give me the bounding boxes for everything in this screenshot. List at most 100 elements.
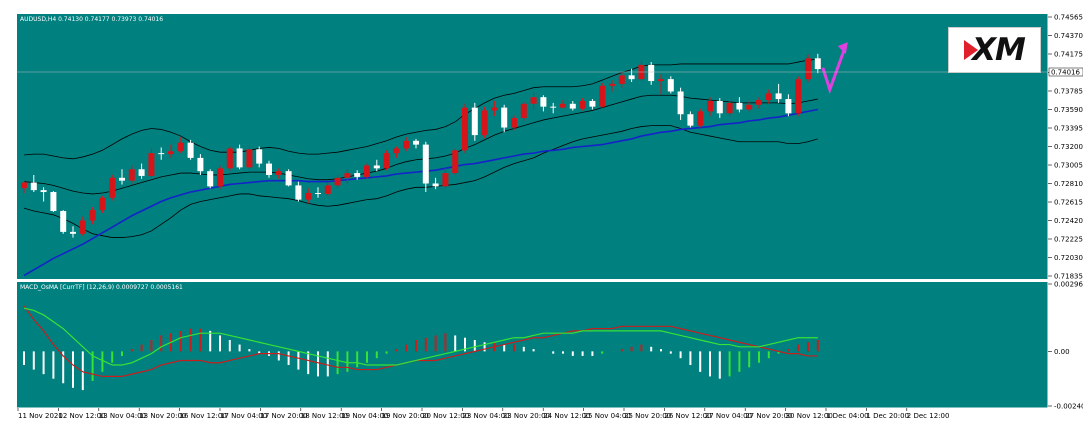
last-price-label: 0.74016 <box>1051 69 1080 77</box>
bull-candle-body <box>609 83 615 86</box>
time-tick-label: 17 Nov 04:00 <box>220 412 267 420</box>
bear-candle-body <box>814 58 821 70</box>
bull-candle-body <box>344 173 351 178</box>
time-tick-label: 23 Nov 20:00 <box>503 412 550 420</box>
price-axis: 0.745650.743700.741750.739800.737850.735… <box>1048 14 1083 281</box>
macd-line <box>23 305 818 378</box>
bull-candle-body <box>226 148 233 169</box>
time-tick-label: 11 Nov 2020 <box>18 412 63 420</box>
bollinger-middle-line <box>23 94 818 195</box>
macd-axis: 0.00296 0.00 -0.00240 <box>1048 281 1083 411</box>
bear-candle-body <box>677 91 684 115</box>
last-price-box <box>1048 67 1083 77</box>
bear-candle-body <box>785 99 792 114</box>
bull-candle-body <box>21 182 27 189</box>
macd-tick-label: 0.00296 <box>1054 281 1083 289</box>
macd-indicator <box>23 305 819 391</box>
time-tick-label: 24 Nov 12:00 <box>543 412 590 420</box>
bull-candle-body <box>579 100 586 109</box>
bear-candle-body <box>256 149 263 164</box>
bear-candle-body <box>628 75 635 80</box>
candlesticks <box>21 53 821 238</box>
xm-logo-text: XM <box>972 32 1026 68</box>
bull-candle-body <box>746 104 753 110</box>
bull-candle-body <box>99 197 106 211</box>
price-pane-background <box>17 14 1048 279</box>
bear-candle-body <box>569 103 576 109</box>
time-tick-label: 13 Nov 04:00 <box>99 412 146 420</box>
bear-candle-body <box>285 171 292 186</box>
bear-candle-body <box>501 107 508 128</box>
bull-candle-body <box>109 177 116 198</box>
bull-candle-body <box>530 97 537 104</box>
time-tick-label: 26 Nov 12:00 <box>664 412 711 420</box>
bear-candle-body <box>432 183 439 187</box>
bear-candle-body <box>207 171 214 187</box>
bull-candle-body <box>128 169 135 181</box>
bull-candle-body <box>89 210 96 221</box>
bear-candle-body <box>30 182 37 191</box>
bull-candle-body <box>697 111 704 126</box>
bear-candle-body <box>736 102 743 110</box>
price-tick-label: 0.71835 <box>1054 273 1083 281</box>
bear-candle-body <box>40 190 47 193</box>
time-tick-label: 25 Nov 20:00 <box>624 412 671 420</box>
time-tick-label: 2 Dec 12:00 <box>907 412 950 420</box>
bull-candle-body <box>403 140 410 149</box>
bear-candle-body <box>550 106 557 108</box>
price-tick-label: 0.73785 <box>1054 88 1083 96</box>
bull-candle-body <box>618 75 625 84</box>
time-tick-label: 25 Nov 04:00 <box>584 412 631 420</box>
time-tick-label: 12 Nov 12:00 <box>58 412 105 420</box>
forecast-arrowhead-icon <box>837 42 848 55</box>
macd-tick-label: -0.00240 <box>1054 403 1083 411</box>
bear-candle-body <box>775 93 782 100</box>
bear-candle-body <box>422 144 429 184</box>
bull-candle-body <box>560 103 566 108</box>
bull-candle-body <box>177 142 184 152</box>
price-tick-label: 0.72225 <box>1054 236 1083 244</box>
bear-candle-body <box>295 185 302 200</box>
time-tick-label: 19 Nov 04:00 <box>341 412 388 420</box>
bear-candle-body <box>138 169 145 176</box>
bull-candle-body <box>805 58 811 80</box>
time-tick-label: 23 Nov 04:00 <box>462 412 509 420</box>
bear-candle-body <box>70 231 76 234</box>
time-tick-label: 18 Nov 12:00 <box>301 412 348 420</box>
forecast-arrow-line <box>821 47 847 95</box>
price-tick-label: 0.73395 <box>1054 125 1083 133</box>
bull-candle-body <box>658 79 664 82</box>
xm-logo-mark-icon <box>964 40 979 60</box>
price-tick-label: 0.72810 <box>1054 180 1083 188</box>
macd-tick-label: 0.00 <box>1054 348 1070 356</box>
bear-candle-body <box>687 114 694 126</box>
bear-candle-body <box>60 211 67 232</box>
bear-candle-body <box>119 177 125 181</box>
bear-candle-body <box>373 165 380 169</box>
macd-signal-line <box>23 307 818 366</box>
price-tick-label: 0.73590 <box>1054 106 1083 114</box>
bull-candle-body <box>726 102 733 114</box>
bear-candle-body <box>158 153 165 155</box>
bear-candle-body <box>589 100 596 107</box>
bollinger-bands <box>23 58 818 238</box>
time-tick-label: 27 Nov 04:00 <box>705 412 752 420</box>
bear-candle-body <box>540 97 547 107</box>
bull-candle-body <box>383 153 390 169</box>
bear-candle-body <box>354 173 361 177</box>
bull-candle-body <box>275 171 282 175</box>
bull-candle-body <box>168 151 174 155</box>
bull-candle-body <box>148 153 155 176</box>
bear-candle-body <box>50 192 57 212</box>
time-tick-label: 17 Nov 20:00 <box>260 412 307 420</box>
price-tick-label: 0.73005 <box>1054 162 1083 170</box>
xm-logo: XM <box>948 27 1041 73</box>
bear-candle-body <box>667 79 674 92</box>
price-tick-label: 0.74370 <box>1054 32 1083 40</box>
bollinger-upper-line <box>23 58 818 160</box>
price-tick-label: 0.72420 <box>1054 217 1083 225</box>
moving-average-line <box>23 108 818 277</box>
bull-candle-body <box>707 100 713 112</box>
chart-header: AUDUSD,H4 0.74130 0.74177 0.73973 0.7401… <box>20 16 163 23</box>
